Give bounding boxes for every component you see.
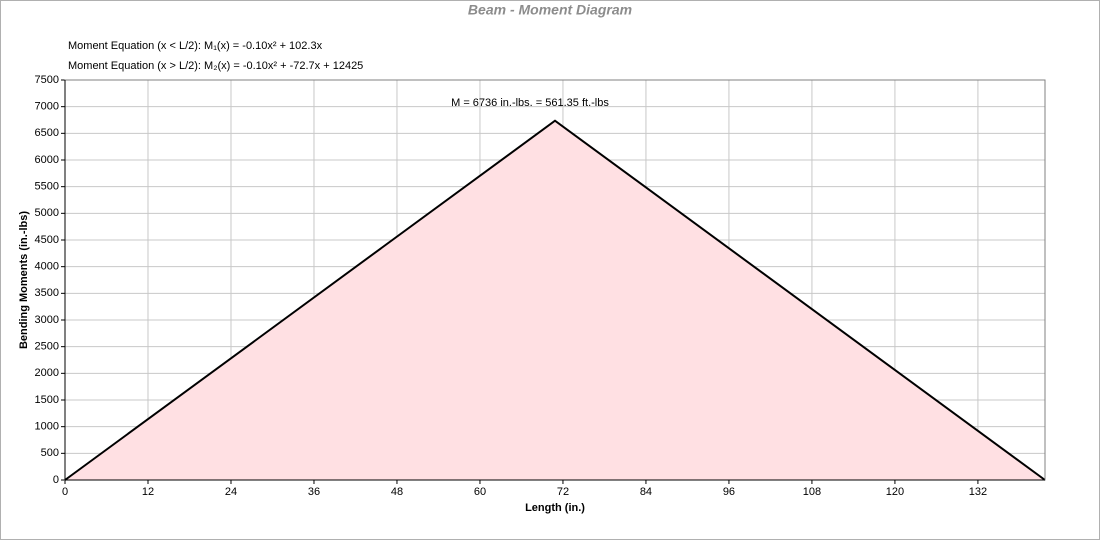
y-tick-label: 500	[41, 447, 59, 459]
x-tick-label: 72	[557, 486, 569, 498]
x-tick-label: 48	[391, 486, 403, 498]
area	[65, 120, 1045, 480]
y-tick-label: 7500	[35, 74, 59, 86]
x-tick-label: 96	[723, 486, 735, 498]
chart-title: Beam - Moment Diagram	[468, 2, 632, 18]
x-tick-label: 0	[62, 486, 68, 498]
y-tick-label: 4500	[35, 234, 59, 246]
equation: Moment Equation (x < L/2): M₁(x) = -0.10…	[68, 40, 323, 52]
y-tick-label: 7000	[35, 101, 59, 113]
x-tick-label: 60	[474, 486, 486, 498]
x-axis-label: Length (in.)	[525, 502, 585, 514]
y-tick-label: 1500	[35, 394, 59, 406]
x-tick-label: 24	[225, 486, 237, 498]
equation: Moment Equation (x > L/2): M₂(x) = -0.10…	[68, 60, 363, 72]
annotation: M = 6736 in.-lbs. = 561.35 ft.-lbs	[451, 97, 609, 109]
y-tick-label: 5000	[35, 207, 59, 219]
x-tick-label: 12	[142, 486, 154, 498]
y-axis-label: Bending Moments (in.-lbs)	[18, 211, 30, 349]
y-tick-label: 5500	[35, 181, 59, 193]
y-tick-label: 4000	[35, 261, 59, 273]
y-tick-label: 3500	[35, 287, 59, 299]
y-tick-label: 0	[53, 474, 59, 486]
y-tick-label: 6000	[35, 154, 59, 166]
line	[64, 119, 1046, 481]
y-tick-label: 2000	[35, 367, 59, 379]
x-tick-label: 84	[640, 486, 652, 498]
x-tick-label: 120	[886, 486, 904, 498]
y-tick-label: 6500	[35, 127, 59, 139]
y-tick-label: 2500	[35, 341, 59, 353]
y-tick-label: 3000	[35, 314, 59, 326]
x-tick-label: 132	[969, 486, 987, 498]
y-tick-label: 1000	[35, 421, 59, 433]
x-tick-label: 108	[803, 486, 821, 498]
x-tick-label: 36	[308, 486, 320, 498]
